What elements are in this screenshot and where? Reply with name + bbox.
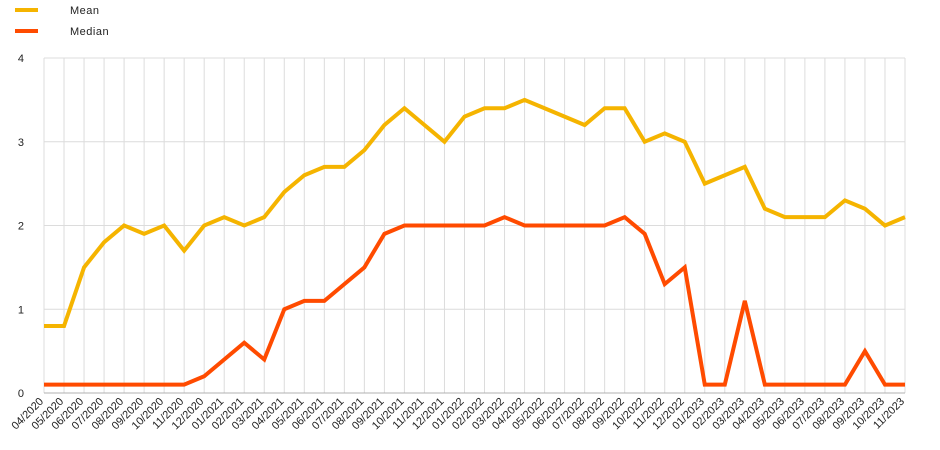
y-tick-label: 3 xyxy=(18,137,24,149)
y-tick-labels: 0 1 2 3 4 xyxy=(18,53,24,400)
y-tick-label: 2 xyxy=(18,221,24,233)
series-line-median xyxy=(44,214,905,387)
legend-label-mean: Mean xyxy=(70,5,100,17)
y-tick-label: 4 xyxy=(18,53,24,65)
legend: Mean Median xyxy=(15,5,109,38)
legend-label-median: Median xyxy=(70,26,109,38)
y-tick-label: 0 xyxy=(18,388,24,400)
series-line-mean xyxy=(44,97,906,328)
y-tick-label: 1 xyxy=(18,304,24,316)
x-tick-labels: 04/202005/202006/202007/202008/202009/20… xyxy=(10,396,908,433)
series-lines xyxy=(44,97,906,387)
